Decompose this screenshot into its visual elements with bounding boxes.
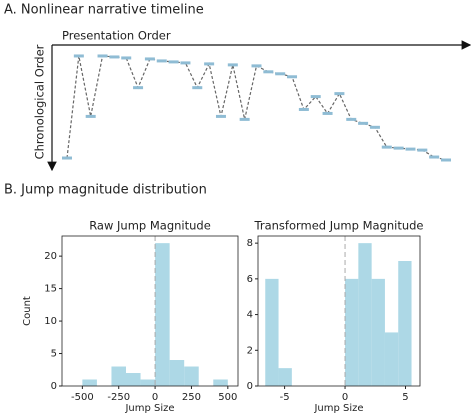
section-title: B. Jump magnitude distribution [4, 183, 207, 198]
y-tick-label: 10 [44, 316, 57, 327]
hist-bar [213, 379, 228, 386]
x-tick-label: -5 [280, 392, 290, 403]
hist-bar [82, 379, 97, 386]
hist-bar [278, 368, 292, 386]
timeline-line [66, 55, 447, 161]
x-tick-label: 5 [402, 392, 408, 403]
hist-bar [140, 379, 156, 386]
y-tick-label: 0 [51, 381, 57, 392]
hist-bar [155, 243, 170, 386]
y-tick-label: 20 [44, 251, 57, 262]
x-axis-label: Jump Size [124, 403, 174, 414]
x-tick-label: 250 [182, 392, 201, 403]
hist-bar [126, 373, 141, 386]
y-tick-label: 4 [247, 310, 253, 321]
hist-bar [371, 278, 385, 386]
hist-bar [184, 366, 199, 386]
hist-bar [345, 278, 359, 386]
x-tick-label: -500 [71, 392, 94, 403]
y-tick-label: 0 [247, 381, 253, 392]
axes-frame [257, 235, 421, 387]
axes-frame [61, 235, 239, 387]
y-axis-label: Chronological Order [33, 44, 47, 159]
y-axis-label: Count [22, 296, 33, 326]
y-tick-label: 15 [44, 284, 57, 295]
hist-bar [398, 261, 412, 386]
hist-bar [358, 243, 372, 386]
hist-bar [169, 360, 185, 386]
hist-bar [384, 332, 399, 386]
panel-title: A. Nonlinear narrative timeline [4, 3, 204, 18]
y-tick-label: 5 [51, 349, 57, 360]
x-tick-label: -250 [107, 392, 130, 403]
y-tick-label: 2 [247, 345, 253, 356]
subplot-title: Transformed Jump Magnitude [254, 219, 424, 233]
y-tick-label: 8 [247, 238, 253, 249]
x-axis-label: Jump Size [313, 403, 363, 414]
x-tick-label: 500 [218, 392, 237, 403]
x-tick-label: 0 [342, 392, 348, 403]
y-tick-label: 6 [247, 274, 253, 285]
x-tick-label: 0 [152, 392, 158, 403]
subplot-title: Raw Jump Magnitude [89, 219, 211, 233]
hist-bar [265, 278, 279, 386]
x-axis-label: Presentation Order [62, 29, 171, 43]
hist-bar [111, 366, 126, 386]
